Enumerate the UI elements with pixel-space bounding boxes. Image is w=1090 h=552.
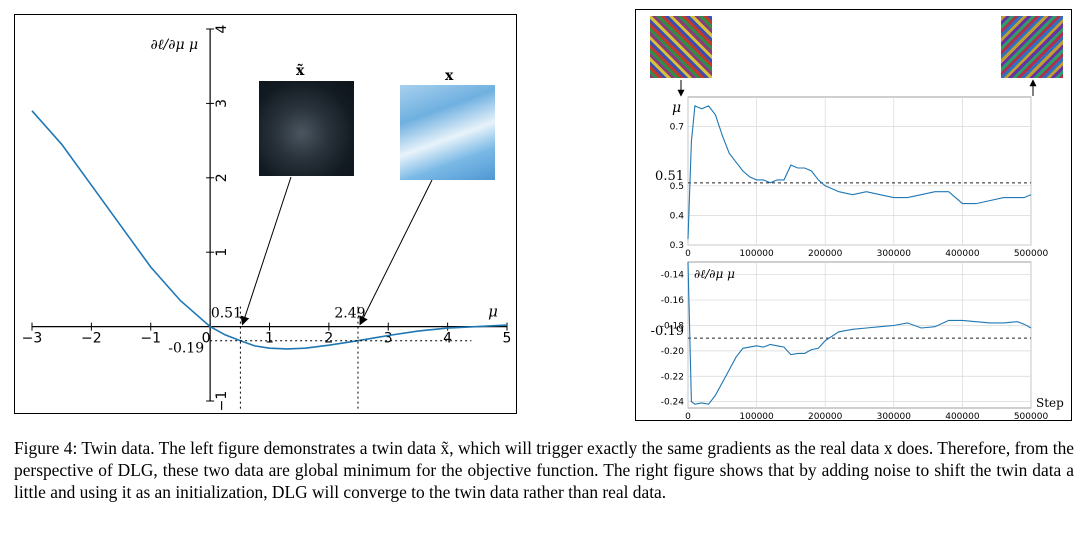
y-tick-label: 0.3 <box>670 241 684 251</box>
x-tick-label: 500000 <box>1014 249 1049 259</box>
x-tick-label: 4 <box>443 331 452 347</box>
figure-caption: Figure 4: Twin data. The left figure dem… <box>14 437 1074 503</box>
x-tick-label: 0 <box>685 412 691 422</box>
right-charts: 0 100000 200000 300000 400000 500000 0.3 0.4 0.5… <box>651 79 1064 422</box>
x-tick-label: −2 <box>81 331 102 347</box>
y-tick-label: 0.4 <box>670 211 685 221</box>
y-tick-label: -0.22 <box>661 372 684 382</box>
x-tick-label: 500000 <box>1014 412 1049 422</box>
series-line <box>687 105 1032 240</box>
x-tick-label: 5 <box>503 331 512 347</box>
x-tick-label: 400000 <box>945 249 980 259</box>
plot-frame <box>687 261 1032 409</box>
y-tick-label: -0.20 <box>661 347 685 357</box>
annotation-x2: 2.49 <box>334 306 365 322</box>
annotation-ymin: -0.19 <box>168 341 204 357</box>
x-tick-label: −1 <box>140 331 161 347</box>
top-y-label: μ <box>672 100 681 116</box>
arrow-to-real <box>359 179 433 326</box>
x-tick-label: 0 <box>202 331 211 347</box>
left-figure-panel: −3 −2 −1 1 2 3 4 5 0 −1 1 2 3 4 ∂ℓ/∂μ μ μ 0.51 2.49 -0.19… <box>14 14 517 414</box>
y-tick-label: 4 <box>214 24 230 33</box>
bottom-y-label: ∂ℓ/∂μ μ <box>694 267 735 281</box>
x-tick-label: 0 <box>685 249 691 259</box>
noise-thumbnail-end <box>1001 16 1063 78</box>
bottom-x-label: Step <box>1036 396 1064 410</box>
left-chart: −3 −2 −1 1 2 3 4 5 0 −1 1 2 3 4 ∂ℓ/∂μ μ μ 0.51 2.49 -0.19 <box>22 24 512 412</box>
x-axis-label: μ <box>488 303 498 321</box>
y-tick-label: −1 <box>214 391 230 412</box>
twin-data-thumbnail <box>259 81 354 176</box>
x-tick-label: 200000 <box>808 412 843 422</box>
y-tick-label: 0.7 <box>670 123 684 133</box>
y-tick-label: 1 <box>214 248 230 257</box>
series-line <box>687 261 1032 405</box>
real-thumb-label: x <box>445 68 454 84</box>
annotation-x1: 0.51 <box>211 306 242 322</box>
reference-hline-label: -0.19 <box>651 324 684 339</box>
x-tick-label: 3 <box>384 331 393 347</box>
plot-frame <box>687 96 1032 246</box>
x-tick-label: 1 <box>265 331 274 347</box>
reference-hline-label: 0.51 <box>655 169 684 184</box>
x-tick-label: 200000 <box>808 249 843 259</box>
y-tick-label: -0.18 <box>661 321 685 331</box>
x-tick-label: 300000 <box>877 249 912 259</box>
y-tick-label: 2 <box>214 173 230 182</box>
real-data-thumbnail <box>400 85 495 180</box>
y-tick-label: -0.16 <box>661 296 685 306</box>
y-tick-label: -0.14 <box>661 271 685 281</box>
gradient-curve <box>31 110 508 350</box>
twin-thumb-label: x̃ <box>296 63 305 79</box>
x-tick-label: 400000 <box>945 412 980 422</box>
y-tick-label: -0.24 <box>661 398 685 408</box>
caption-text: Figure 4: Twin data. The left figure dem… <box>14 438 1074 502</box>
y-tick-label: 0.5 <box>670 182 684 192</box>
x-tick-label: 100000 <box>739 412 774 422</box>
noise-thumbnail-start <box>650 16 712 78</box>
x-tick-label: −3 <box>22 331 43 347</box>
x-tick-label: 2 <box>324 331 333 347</box>
right-figure-panel: 0 100000 200000 300000 400000 500000 0.3 0.4 0.5… <box>635 9 1072 422</box>
x-tick-label: 100000 <box>739 249 774 259</box>
arrow-to-twin <box>240 176 292 326</box>
y-axis-label: ∂ℓ/∂μ μ <box>150 37 198 53</box>
x-tick-label: 300000 <box>877 412 912 422</box>
y-tick-label: 3 <box>214 99 230 108</box>
